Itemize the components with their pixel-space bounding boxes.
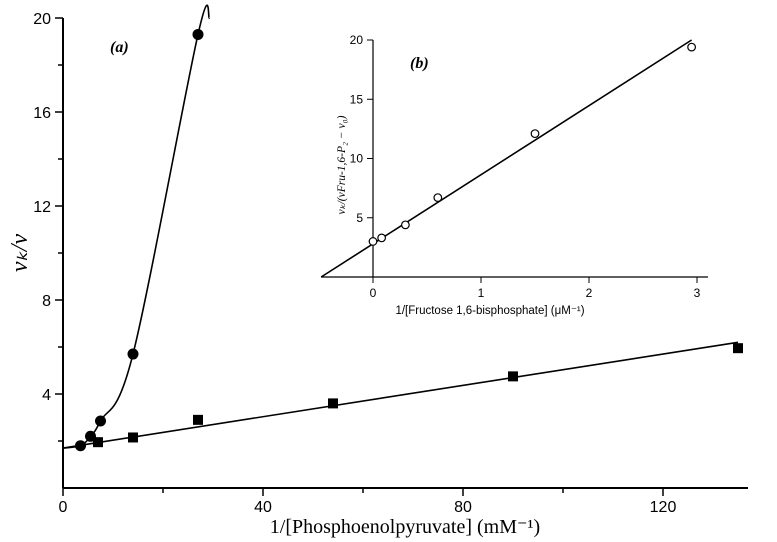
inset-plot: 0 1 2 3 5 10 15 20 (b) 1/[Fructose 1,6-bisphos… [320,33,708,317]
inset-x-tick-label: 0 [370,286,377,300]
main-square-point [93,437,103,448]
main-square-point [733,343,743,354]
inset-open-point [401,220,410,230]
main-x-tick-label: 80 [454,499,472,516]
main-y-tick-label: 20 [33,11,51,28]
main-square-point [193,414,203,425]
inset-x-tick-label: 3 [694,286,701,300]
main-y-tick-label: 8 [42,293,51,310]
main-x-tick-label: 120 [650,499,677,516]
inset-y-tick-label: 10 [350,152,364,166]
inset-open-point [368,237,378,246]
inset-open-point [687,42,696,52]
main-square-fit-line [62,341,739,449]
inset-x-tick-label: 2 [586,286,593,300]
inset-y-tick-label: 15 [350,92,364,106]
main-square-point [328,398,338,409]
main-circle-point [95,415,106,427]
panel-a-label: (a) [110,39,129,56]
main-x-tick-label: 0 [59,499,68,516]
inset-y-tick-label: 20 [350,33,364,47]
main-x-axis-label: 1/[Phosphoenolpyruvate] (mM⁻¹) [270,516,540,538]
inset-y-tick-label: 5 [356,211,363,225]
main-y-tick-label: 16 [33,105,51,122]
inset-y-axis-label: vₖ/(vFru-1,6-P₂ − v₀) [336,115,348,214]
main-circle-fit-curve [62,4,211,449]
main-circle-point [192,28,204,40]
inset-open-point [377,233,387,243]
main-x-tick-label: 40 [254,499,272,516]
main-square-point [508,371,518,382]
main-square-point [128,432,138,443]
inset-x-axis-label: 1/[Fructose 1,6-bisphosphate] (μM⁻¹) [395,305,584,317]
main-circle-point [75,440,86,452]
main-y-tick-label: 4 [42,387,51,404]
inset-x-tick-label: 1 [478,286,485,300]
main-circle-point [127,348,139,360]
main-y-tick-label: 12 [33,199,51,216]
main-y-axis-label: vₖ/v [7,234,33,273]
inset-open-point [433,193,443,203]
panel-b-label: (b) [410,55,429,72]
inset-open-point [530,129,540,139]
